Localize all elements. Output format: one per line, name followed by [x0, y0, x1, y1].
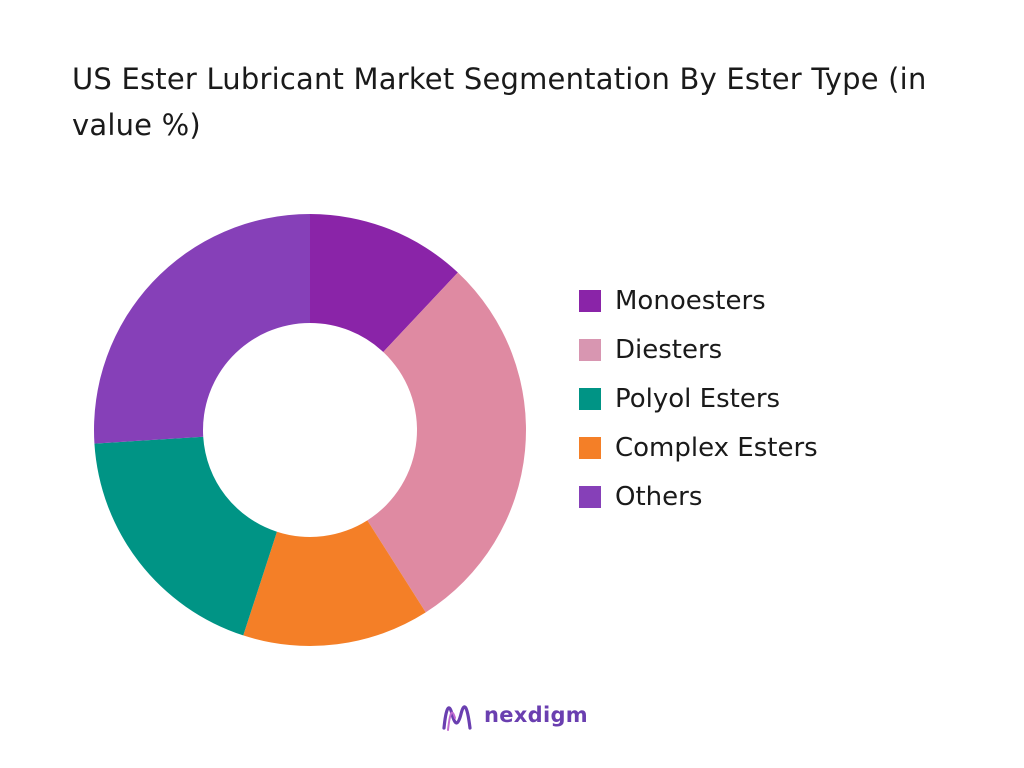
- legend-item: Polyol Esters: [579, 374, 818, 423]
- chart-title: US Ester Lubricant Market Segmentation B…: [72, 62, 927, 142]
- slice-monoesters: [310, 214, 458, 353]
- legend-swatch: [579, 338, 601, 361]
- legend-item: Diesters: [579, 325, 818, 374]
- chart-legend: Monoesters Diesters Polyol Esters Complex E…: [579, 276, 818, 521]
- nexdigm-logo-icon: [442, 705, 472, 731]
- legend-label: Monoesters: [615, 285, 766, 316]
- slice-polyol-esters: [94, 436, 277, 636]
- slice-diesters: [367, 272, 526, 613]
- legend-label: Others: [615, 481, 703, 512]
- legend-label: Complex Esters: [615, 432, 818, 463]
- legend-label: Diesters: [615, 334, 723, 365]
- legend-swatch: [579, 387, 601, 410]
- legend-item: Monoesters: [579, 276, 818, 325]
- donut-chart: [94, 214, 526, 646]
- brand-name: nexdigm: [484, 703, 588, 727]
- legend-item: Complex Esters: [579, 423, 818, 472]
- legend-item: Others: [579, 472, 818, 521]
- slice-complex-esters: [243, 520, 426, 646]
- slice-others: [94, 214, 310, 444]
- legend-swatch: [579, 485, 601, 508]
- legend-swatch: [579, 289, 601, 312]
- brand-footer: nexdigm: [440, 696, 588, 734]
- legend-label: Polyol Esters: [615, 383, 781, 414]
- legend-swatch: [579, 436, 601, 459]
